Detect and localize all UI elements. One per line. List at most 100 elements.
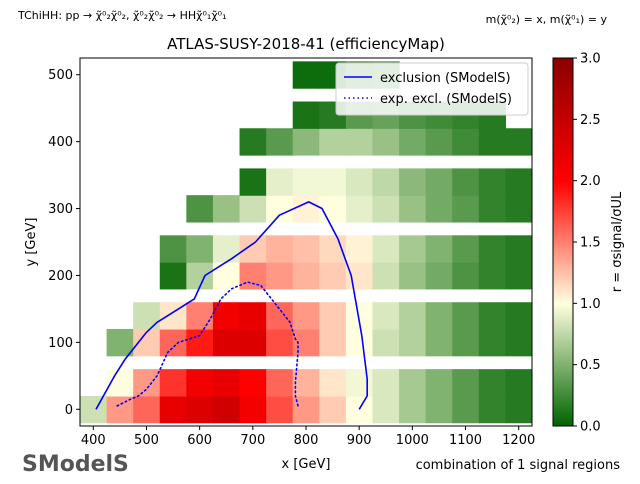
heatmap-cell <box>399 128 427 156</box>
heatmap-cell <box>425 235 453 263</box>
legend-box <box>335 62 529 116</box>
heatmap-cell <box>319 328 347 357</box>
heatmap-cell <box>452 369 480 397</box>
heatmap-cell <box>478 195 507 223</box>
heatmap-cell <box>399 369 427 397</box>
heatmap-cell <box>425 328 453 357</box>
heatmap-cell <box>505 128 532 156</box>
heatmap-cell <box>425 369 453 397</box>
heatmap-cell <box>399 395 427 424</box>
colorbar-tick-label: 3.0 <box>580 52 601 67</box>
heatmap-cell <box>425 195 453 223</box>
heatmap-cell <box>478 262 507 290</box>
heatmap-cell <box>319 195 347 223</box>
x-tick-label: 800 <box>294 433 319 448</box>
heatmap-cell <box>266 128 294 156</box>
heatmap-cell <box>399 195 427 223</box>
heatmap-cell <box>452 235 480 263</box>
heatmap-cell <box>266 235 294 263</box>
heatmap-cell <box>399 302 427 330</box>
heatmap-cell <box>319 262 347 290</box>
heatmap-cell <box>292 61 320 89</box>
heatmap-cell <box>133 395 161 424</box>
heatmap-cell <box>239 328 267 357</box>
heatmap-cell <box>372 235 400 263</box>
heatmap-cell <box>319 128 347 156</box>
heatmap-cell <box>159 395 187 424</box>
colorbar-tick-label: 0.5 <box>580 358 601 373</box>
y-tick-label: 500 <box>48 68 73 83</box>
heatmap-cell <box>372 262 400 290</box>
logo-text: SModelS <box>22 452 129 477</box>
heatmap-cell <box>505 262 532 290</box>
heatmap-cell <box>372 302 400 330</box>
heatmap-cell <box>159 369 187 397</box>
heatmap-cell <box>425 302 453 330</box>
heatmap-cell <box>292 369 320 397</box>
heatmap-cell <box>159 262 187 290</box>
x-tick-label: 700 <box>240 433 265 448</box>
heatmap-cell <box>292 302 320 330</box>
chart-title: ATLAS-SUSY-2018-41 (efficiencyMap) <box>167 35 445 53</box>
colorbar-label: r = σsignal/σUL <box>610 191 625 292</box>
heatmap-cell <box>452 168 480 196</box>
heatmap-cell <box>212 369 241 397</box>
heatmap-cell <box>212 302 241 330</box>
heatmap-cell <box>186 235 214 263</box>
heatmap-cell <box>452 195 480 223</box>
heatmap-cell <box>478 128 507 156</box>
heatmap-cell <box>505 395 532 424</box>
x-axis-ticks: 400 500 600 700 800 900 1000 1100 1200 <box>81 426 535 448</box>
y-tick-label: 200 <box>48 269 73 284</box>
colorbar-tick-label: 1.5 <box>580 236 601 251</box>
heatmap-cell <box>478 168 507 196</box>
heatmap-cell <box>212 195 241 223</box>
heatmap-cell <box>266 328 294 357</box>
heatmap-cell <box>372 328 400 357</box>
heatmap-cell <box>212 395 241 424</box>
heatmap-cell <box>239 369 267 397</box>
heatmap-cell <box>239 235 267 263</box>
heatmap-cell <box>266 168 294 196</box>
heatmap-cell <box>399 235 427 263</box>
heatmap-cell <box>345 328 374 357</box>
heatmap-cell <box>212 262 241 290</box>
heatmap-cell <box>239 128 267 156</box>
heatmap-cell <box>345 128 374 156</box>
y-tick-label: 100 <box>48 336 73 351</box>
expected-exclusion-line <box>116 281 299 407</box>
y-tick-label: 400 <box>48 135 73 150</box>
heatmap-cell <box>345 369 374 397</box>
heatmap-cell <box>478 328 507 357</box>
heatmap-cell <box>452 302 480 330</box>
heatmap-cell <box>399 328 427 357</box>
heatmap-cell <box>212 235 241 263</box>
heatmap-cell <box>345 195 374 223</box>
heatmap-cell <box>505 369 532 397</box>
heatmap-cell <box>478 369 507 397</box>
heatmap-cell <box>399 168 427 196</box>
signal-regions-label: combination of 1 signal regions <box>416 458 621 473</box>
heatmap-cell <box>292 101 320 129</box>
heatmap-cell <box>292 328 320 357</box>
heatmap-cell <box>133 369 161 397</box>
heatmap-cell <box>186 369 214 397</box>
heatmap-cell <box>505 168 532 196</box>
heatmap-cell <box>319 369 347 397</box>
heatmap-cell <box>186 328 214 357</box>
colorbar <box>552 57 574 427</box>
heatmap-cell <box>266 395 294 424</box>
x-tick-label: 1200 <box>502 433 535 448</box>
heatmap-cell <box>505 328 532 357</box>
heatmap-cell <box>425 262 453 290</box>
heatmap-cell <box>478 302 507 330</box>
heatmap-cell <box>186 195 214 223</box>
y-tick-label: 300 <box>48 202 73 217</box>
legend-entry-exclusion: exclusion (SModelS) <box>380 71 511 86</box>
heatmap-cell <box>452 328 480 357</box>
y-axis-label: y [GeV] <box>24 218 39 267</box>
y-axis-ticks: 0 100 200 300 400 500 <box>48 68 80 418</box>
legend-entry-expected: exp. excl. (SModelS) <box>380 92 512 107</box>
heatmap-cell <box>292 128 320 156</box>
heatmap-cell <box>239 262 267 290</box>
